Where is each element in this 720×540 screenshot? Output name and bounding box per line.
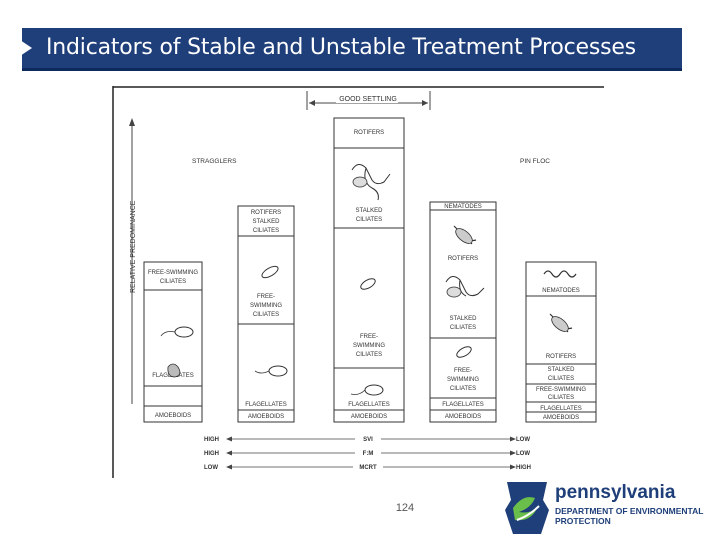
col2-label-flagellates: FLAGELLATES: [245, 402, 287, 408]
scale-fm: HIGH F:M LOW: [204, 448, 530, 457]
col1-label-free-swimming: FREE-SWIMMING: [148, 270, 198, 276]
ciliate-organism-icon: [261, 265, 279, 279]
y-axis-label: RELATIVE PREDOMINANCE: [130, 200, 137, 293]
page-number: 124: [395, 502, 415, 514]
nematode-organism-icon: [543, 270, 577, 278]
title-arrow-icon: [20, 40, 32, 56]
pa-dep-logo: pennsylvania DEPARTMENT OF ENVIRONMENTAL…: [503, 478, 718, 538]
col4-label-ciliates-2: CILIATES: [450, 386, 476, 392]
col1-label-ciliates: CILIATES: [160, 279, 186, 285]
col2-label-ciliates: CILIATES: [253, 228, 279, 234]
mcrt-label: MCRT: [359, 465, 377, 471]
rotifer-organism-icon: [351, 164, 391, 201]
col5-label-amoeboids: AMOEBOIDS: [543, 415, 579, 421]
col5-label-ciliates: CILIATES: [548, 376, 574, 382]
mcrt-right-arrow-icon: [510, 464, 516, 470]
col4-label-stalked: STALKED: [450, 316, 478, 322]
svi-left-label: HIGH: [204, 437, 219, 443]
good-settling-label: GOOD SETTLING: [339, 96, 397, 103]
col5-label-ciliates-2: CILIATES: [548, 395, 574, 401]
logo-department: DEPARTMENT OF ENVIRONMENTAL PROTECTION: [555, 506, 703, 526]
col4-label-free: FREE-: [454, 368, 472, 374]
scale-mcrt: LOW MCRT HIGH: [204, 462, 531, 471]
indicator-diagram: RELATIVE PREDOMINANCE GOOD SETTLING STRA…: [112, 86, 606, 478]
ciliate-organism-icon: [456, 346, 472, 358]
fm-right-arrow-icon: [510, 450, 516, 456]
svi-right-arrow-icon: [510, 436, 516, 442]
column-pin-floc: NEMATODES ROTIFERS STALKED CILIATES FREE…: [525, 261, 597, 423]
logo-line-2: PROTECTION: [555, 516, 611, 526]
col3-label-stalked: STALKED: [356, 208, 384, 214]
col4-label-nematodes: NEMATODES: [444, 204, 481, 210]
ciliate-organism-icon: [174, 326, 194, 338]
title-bar: Indicators of Stable and Unstable Treatm…: [20, 28, 682, 71]
column-nematodes: NEMATODES ROTIFERS STALKED CILIATES FREE…: [429, 201, 497, 423]
col3-label-swimming: SWIMMING: [353, 343, 385, 349]
col3-label-ciliates: CILIATES: [356, 217, 382, 223]
column-stragglers: ROTIFERS STALKED CILIATES FREE- SWIMMING…: [237, 205, 295, 423]
col4-label-ciliates: CILIATES: [450, 325, 476, 331]
good-settling-right-arrow-icon: [422, 100, 428, 106]
mcrt-left-label: LOW: [204, 465, 218, 471]
amoeba-organism-icon: [167, 363, 181, 378]
col5-label-stalked: STALKED: [548, 367, 576, 373]
col5-label-free-swimming: FREE-SWIMMING: [536, 387, 586, 393]
y-axis-arrow-icon: [129, 118, 135, 126]
col2-label-stalked: STALKED: [253, 219, 281, 225]
fm-left-label: HIGH: [204, 451, 219, 457]
col3-label-rotifers: ROTIFERS: [354, 130, 384, 136]
col3-label-free: FREE-: [360, 334, 378, 340]
ciliate-organism-icon: [360, 278, 376, 290]
svi-label: SVI: [363, 437, 373, 443]
page-title: Indicators of Stable and Unstable Treatm…: [46, 35, 636, 60]
svi-right-label: LOW: [516, 437, 530, 443]
flagellate-organism-icon: [364, 384, 384, 396]
fm-label: F:M: [363, 451, 374, 457]
col5-label-nematodes: NEMATODES: [542, 288, 579, 294]
column-good-settling: ROTIFERS STALKED CILIATES FREE- SWIMMING…: [333, 117, 405, 423]
mcrt-right-label: HIGH: [516, 465, 531, 471]
fm-left-arrow-icon: [226, 450, 232, 456]
flagellate-organism-icon: [268, 365, 288, 377]
col2-label-ciliates-2: CILIATES: [253, 312, 279, 318]
col2-label-free: FREE-: [257, 294, 275, 300]
keystone-icon: [505, 482, 549, 534]
logo-wordmark: pennsylvania: [555, 482, 676, 503]
scale-svi: HIGH SVI LOW: [204, 434, 530, 443]
col5-label-flagellates: FLAGELLATES: [540, 406, 582, 412]
col2-label-amoeboids: AMOEBOIDS: [248, 414, 284, 420]
svi-left-arrow-icon: [226, 436, 232, 442]
col4-label-flagellates: FLAGELLATES: [442, 402, 484, 408]
mcrt-left-arrow-icon: [226, 464, 232, 470]
logo-line-1: DEPARTMENT OF ENVIRONMENTAL: [555, 506, 704, 516]
col2-label-rotifers: ROTIFERS: [251, 210, 281, 216]
stragglers-label: STRAGGLERS: [192, 158, 237, 165]
pin-floc-label: PIN FLOC: [520, 158, 550, 165]
fm-right-label: LOW: [516, 451, 530, 457]
col4-label-amoeboids: AMOEBOIDS: [445, 414, 481, 420]
col1-label-amoeboids: AMOEBOIDS: [155, 413, 191, 419]
col3-label-amoeboids: AMOEBOIDS: [351, 414, 387, 420]
col5-label-rotifers: ROTIFERS: [546, 354, 576, 360]
col3-label-flagellates: FLAGELLATES: [348, 402, 390, 408]
col4-label-rotifers: ROTIFERS: [448, 256, 478, 262]
column-free-swimming-dominant: FREE-SWIMMING CILIATES FLAGELLATES AMOEB…: [143, 261, 203, 423]
col4-label-swimming: SWIMMING: [447, 377, 479, 383]
col3-label-ciliates-2: CILIATES: [356, 352, 382, 358]
col2-label-swimming: SWIMMING: [250, 303, 282, 309]
good-settling-left-arrow-icon: [309, 100, 315, 106]
